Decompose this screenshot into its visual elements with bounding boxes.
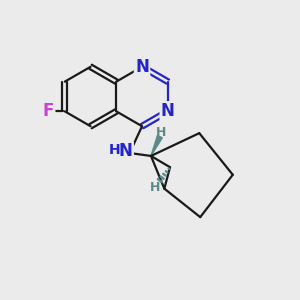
Text: H: H (156, 126, 166, 139)
Text: N: N (119, 142, 133, 160)
Text: H: H (150, 181, 160, 194)
Polygon shape (151, 136, 162, 156)
Text: H: H (109, 143, 120, 157)
Text: N: N (135, 58, 149, 76)
Text: N: N (161, 102, 175, 120)
Text: F: F (43, 102, 54, 120)
